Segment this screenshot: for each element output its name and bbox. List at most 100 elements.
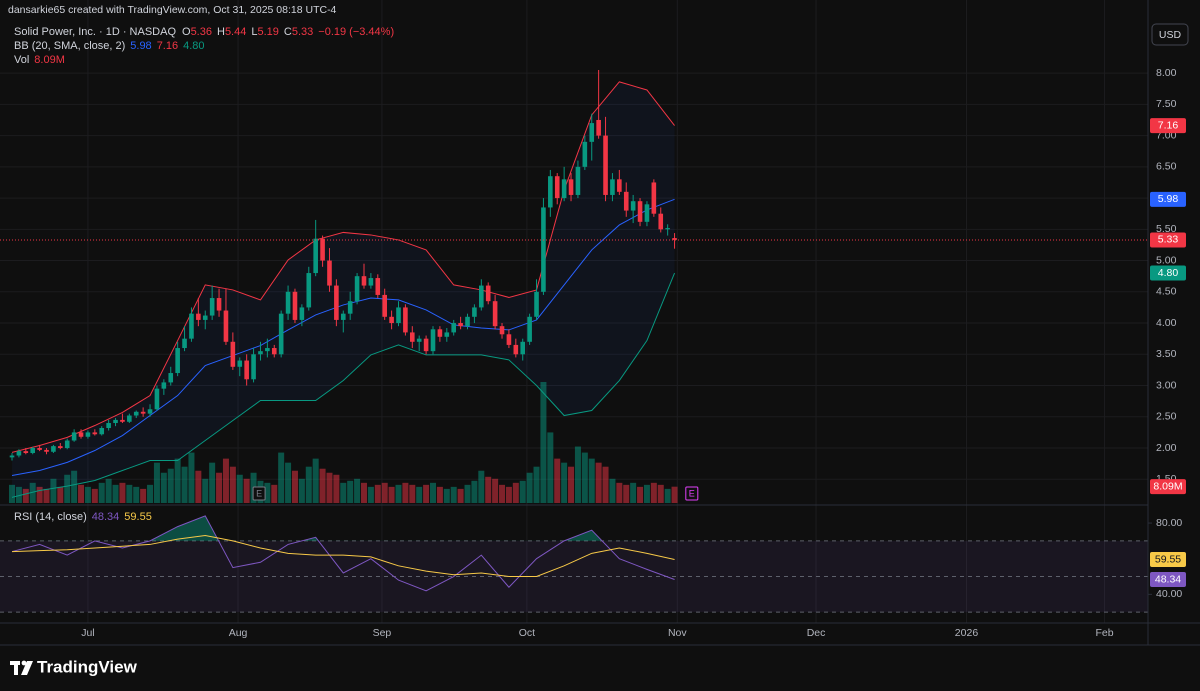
ohlc-value: 5.44 [225, 26, 246, 38]
volume-bar [354, 478, 361, 503]
volume-bar [367, 486, 374, 503]
y-tick-label: 5.50 [1156, 223, 1177, 235]
candle-body [340, 313, 346, 320]
volume-bar [243, 478, 250, 503]
volume-bar [236, 474, 243, 503]
volume-bar [409, 484, 416, 503]
candle-body [575, 166, 581, 195]
candle-body [561, 179, 567, 199]
candle-body [361, 276, 367, 286]
bb-basis [11, 198, 675, 476]
candle-body [520, 341, 526, 355]
candle-body [216, 298, 222, 311]
volume-bar [153, 462, 160, 503]
volume-bar [561, 462, 568, 503]
price-badge-label: 8.09M [1153, 480, 1182, 492]
volume-bar [222, 458, 229, 503]
price-badge [1150, 551, 1186, 567]
ohlc-label: O [182, 26, 191, 38]
candle-body [299, 307, 305, 320]
volume-bar [84, 486, 91, 503]
candle-body [389, 316, 394, 324]
candle-body [492, 301, 498, 327]
candle-body [444, 332, 450, 337]
volume-bar [533, 466, 540, 503]
candle-body [223, 310, 229, 342]
volume-bar [22, 488, 29, 503]
volume-bar [574, 446, 581, 503]
bb-lower-value: 4.80 [183, 40, 204, 52]
rsi-label: RSI (14, close) [14, 511, 87, 523]
candle-body [140, 411, 146, 414]
volume-bar [64, 474, 71, 503]
candle-body [9, 455, 15, 458]
price-badge-label: 5.33 [1158, 234, 1179, 246]
volume-bar [512, 482, 519, 503]
volume-bar [264, 482, 271, 503]
volume-bar [623, 484, 630, 503]
volume-bar [540, 382, 547, 503]
volume-bar [133, 486, 140, 503]
candle-body [209, 298, 215, 316]
volume-bar [50, 478, 57, 503]
volume-bar [78, 484, 85, 503]
price-badge-label: 7.16 [1158, 119, 1179, 131]
volume-bar [443, 488, 450, 503]
x-tick-label: 2026 [955, 627, 979, 639]
volume-bar [423, 484, 430, 503]
volume-bar [216, 472, 223, 503]
candle-body [244, 360, 249, 380]
candle-body [175, 348, 180, 374]
volume-bar [181, 466, 188, 503]
price-badge-label: 5.98 [1158, 193, 1179, 205]
volume-bar [326, 472, 333, 503]
event-marker [252, 486, 266, 501]
volume-bar [305, 466, 312, 503]
bb-fill [12, 81, 675, 498]
price-badge [1150, 191, 1186, 207]
candle-body [182, 338, 187, 349]
candle-body [313, 238, 318, 274]
byline: dansarkie65 created with TradingView.com… [8, 4, 337, 16]
x-tick-label: Jul [81, 627, 94, 639]
candle-body [306, 273, 312, 308]
volume-bar [505, 486, 512, 503]
volume-bar [119, 482, 126, 503]
legend-vol: Vol 8.09M [14, 54, 65, 66]
candle-body [479, 285, 484, 308]
volume-bar [547, 432, 554, 503]
volume-bar [395, 484, 402, 503]
currency-button[interactable] [1151, 23, 1189, 46]
volume-bar [464, 484, 471, 503]
y-tick-label: 4.00 [1156, 317, 1177, 329]
volume-bar [360, 482, 367, 503]
volume-bar [416, 486, 423, 503]
candle-body [327, 260, 332, 286]
volume-bar [402, 482, 409, 503]
candle-body [292, 291, 298, 320]
volume-bar [650, 482, 657, 503]
volume-bar [291, 470, 298, 503]
volume-bar [29, 482, 36, 503]
candle-body [168, 373, 174, 383]
candle-body [382, 294, 387, 317]
y-tick-label: 2.00 [1156, 442, 1177, 454]
logo-part [21, 660, 27, 666]
candle-body [665, 228, 670, 230]
x-tick-label: Nov [668, 627, 687, 639]
candle-body [672, 238, 677, 240]
y-tick-label: 2.50 [1156, 411, 1177, 423]
logo-part [14, 661, 18, 675]
brand: TradingView [37, 657, 138, 676]
volume-bar [71, 470, 78, 503]
volume-bar [388, 486, 395, 503]
legend-rsi: RSI (14, close) 48.34 59.55 [14, 511, 152, 523]
x-tick-label: Aug [229, 627, 248, 639]
y-tick-label: 8.00 [1156, 67, 1177, 79]
volume-bar [91, 488, 98, 503]
candle-body [630, 201, 636, 211]
candle-body [258, 351, 263, 355]
currency-label[interactable]: USD [1159, 29, 1182, 41]
candle-body [271, 348, 277, 355]
